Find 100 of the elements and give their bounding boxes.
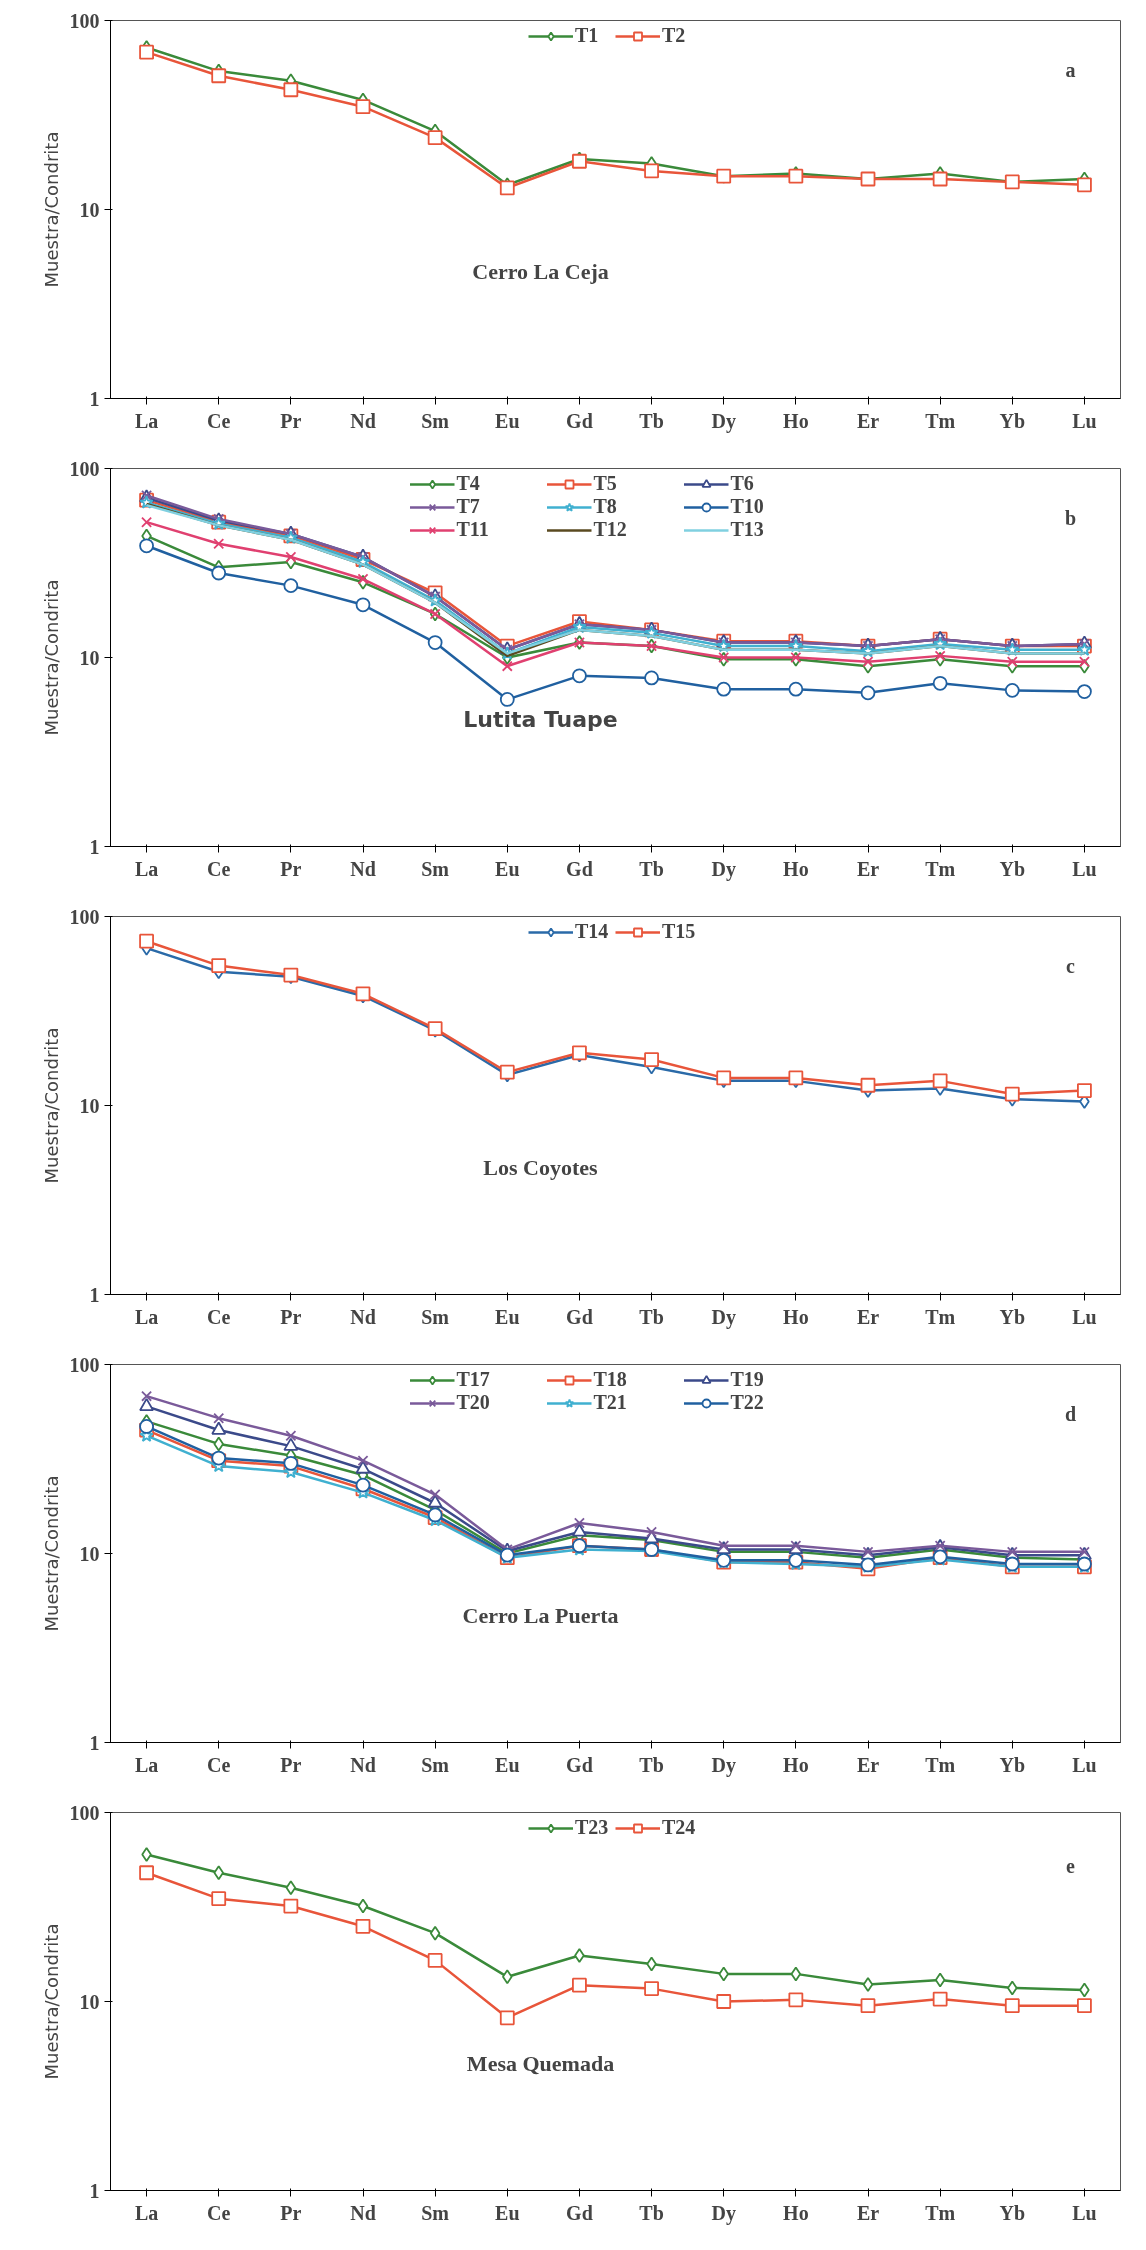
x-tick-label: Dy [711,857,736,881]
legend-label: T18 [593,1368,628,1391]
x-tick-label: La [134,2201,159,2224]
x-tick-label: Tm [925,857,956,880]
legend-label: T4 [456,472,481,495]
legend-label: T23 [575,1816,610,1839]
x-tick-label: Dy [711,409,736,433]
x-tick-label: Lu [1072,1305,1097,1328]
annotation: c [1066,954,1076,977]
x-tick-label: Tb [639,2201,664,2224]
x-tick-label: La [134,857,159,880]
x-tick-label: Tm [925,1753,956,1776]
y-axis-title: Muestra/Condrita [40,131,62,288]
x-tick-label: Nd [350,1305,376,1328]
x-tick-label: Gd [566,2201,593,2224]
x-tick-label: Pr [280,1305,302,1328]
y-axis-title: Muestra/Condrita [40,579,62,736]
x-tick-label: Sm [421,2201,450,2224]
annotation: e [1066,1854,1076,1877]
annotation: Cerro La Puerta [462,1602,619,1628]
y-axis-title: Muestra/Condrita [40,1027,62,1184]
y-tick-label: 10 [79,1542,100,1565]
legend-label: T20 [456,1391,491,1414]
legend-label: T12 [593,518,628,541]
x-tick-label: Sm [421,409,450,432]
x-tick-label: Er [856,1753,880,1776]
x-tick-label: Eu [495,857,520,880]
x-tick-label: La [134,409,159,432]
x-tick-label: Tb [639,857,664,880]
legend-label: T7 [456,495,481,518]
x-tick-label: Lu [1072,409,1097,432]
x-tick-label: Lu [1072,2201,1097,2224]
x-tick-label: Nd [350,409,376,432]
x-tick-label: La [134,1305,159,1328]
x-tick-label: Dy [711,1753,736,1777]
x-tick-label: Ho [783,857,809,880]
legend-label: T17 [456,1368,491,1391]
x-tick-label: Eu [495,2201,520,2224]
x-tick-label: Dy [711,2201,736,2225]
legend-label: T15 [662,920,697,943]
y-tick-label: 100 [69,9,100,32]
x-tick-label: Lu [1072,857,1097,880]
y-axis-title: Muestra/Condrita [40,1475,62,1632]
y-tick-label: 100 [69,457,100,480]
x-tick-label: Sm [421,1753,450,1776]
x-tick-label: Dy [711,1305,736,1329]
legend-label: T1 [575,24,600,47]
x-tick-label: Ho [783,409,809,432]
legend-label: T22 [730,1391,765,1414]
x-tick-label: Ho [783,1753,809,1776]
legend-label: T21 [593,1391,628,1414]
legend-label: T2 [662,24,687,47]
x-tick-label: Yb [999,409,1026,432]
x-tick-label: Nd [350,2201,376,2224]
x-tick-label: Ce [207,1753,231,1776]
annotation: b [1064,506,1077,529]
x-tick-label: Lu [1072,1753,1097,1776]
x-tick-label: Tm [925,409,956,432]
legend-label: T13 [730,518,765,541]
x-tick-label: Eu [495,409,520,432]
x-tick-label: Eu [495,1305,520,1328]
x-tick-label: Er [856,1305,880,1328]
x-tick-label: Yb [999,2201,1026,2224]
y-tick-label: 1 [89,1283,100,1306]
x-tick-label: Sm [421,857,450,880]
y-tick-label: 1 [89,387,100,410]
y-tick-label: 10 [79,646,100,669]
y-tick-label: 1 [89,835,100,858]
legend-label: T24 [662,1816,697,1839]
legend-label: T5 [593,472,618,495]
x-tick-label: Er [856,409,880,432]
annotation: Lutita Tuape [463,706,618,732]
x-tick-label: Pr [280,409,302,432]
x-tick-label: Ce [207,1305,231,1328]
x-tick-label: Tb [639,1305,664,1328]
y-tick-label: 100 [69,905,100,928]
x-tick-label: Ce [207,857,231,880]
y-tick-label: 10 [79,1990,100,2013]
x-tick-label: Tb [639,409,664,432]
x-tick-label: Tm [925,2201,956,2224]
x-tick-label: Pr [280,857,302,880]
x-tick-label: Nd [350,1753,376,1776]
x-tick-label: Ho [783,1305,809,1328]
y-tick-label: 1 [89,2179,100,2202]
x-tick-label: Nd [350,857,376,880]
annotation: a [1065,58,1076,81]
x-tick-label: Gd [566,857,593,880]
x-tick-label: La [134,1753,159,1776]
legend-label: T19 [730,1368,765,1391]
legend-label: T11 [456,518,490,541]
y-tick-label: 100 [69,1801,100,1824]
x-tick-label: Er [856,2201,880,2224]
legend-label: T8 [593,495,618,518]
legend-label: T10 [730,495,765,518]
y-tick-label: 1 [89,1731,100,1754]
x-tick-label: Gd [566,1753,593,1776]
annotation: d [1064,1402,1077,1425]
annotation: Mesa Quemada [466,2050,615,2076]
x-tick-label: Tm [925,1305,956,1328]
x-tick-label: Ce [207,409,231,432]
